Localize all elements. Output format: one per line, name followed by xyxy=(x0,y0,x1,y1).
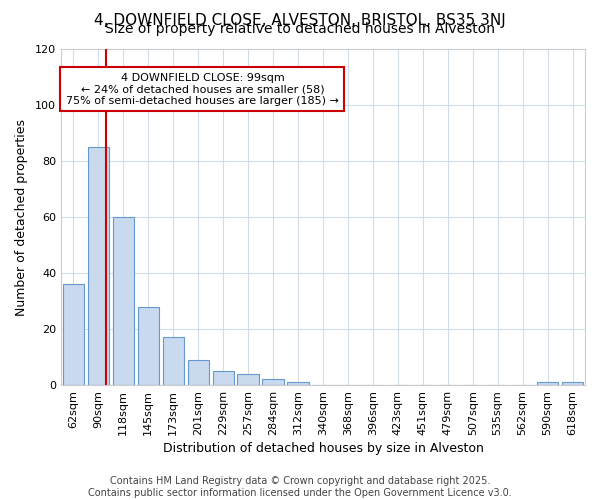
Bar xyxy=(88,147,109,385)
Bar xyxy=(188,360,209,385)
Bar xyxy=(137,306,159,385)
Bar xyxy=(262,380,284,385)
Bar xyxy=(238,374,259,385)
Bar xyxy=(163,338,184,385)
Bar xyxy=(562,382,583,385)
Text: Size of property relative to detached houses in Alveston: Size of property relative to detached ho… xyxy=(105,22,495,36)
X-axis label: Distribution of detached houses by size in Alveston: Distribution of detached houses by size … xyxy=(163,442,484,455)
Bar xyxy=(212,371,234,385)
Bar xyxy=(537,382,558,385)
Text: Contains HM Land Registry data © Crown copyright and database right 2025.
Contai: Contains HM Land Registry data © Crown c… xyxy=(88,476,512,498)
Bar xyxy=(113,217,134,385)
Text: 4, DOWNFIELD CLOSE, ALVESTON, BRISTOL, BS35 3NJ: 4, DOWNFIELD CLOSE, ALVESTON, BRISTOL, B… xyxy=(94,12,506,28)
Bar xyxy=(287,382,308,385)
Text: 4 DOWNFIELD CLOSE: 99sqm
← 24% of detached houses are smaller (58)
75% of semi-d: 4 DOWNFIELD CLOSE: 99sqm ← 24% of detach… xyxy=(66,72,339,106)
Y-axis label: Number of detached properties: Number of detached properties xyxy=(15,118,28,316)
Bar xyxy=(63,284,84,385)
